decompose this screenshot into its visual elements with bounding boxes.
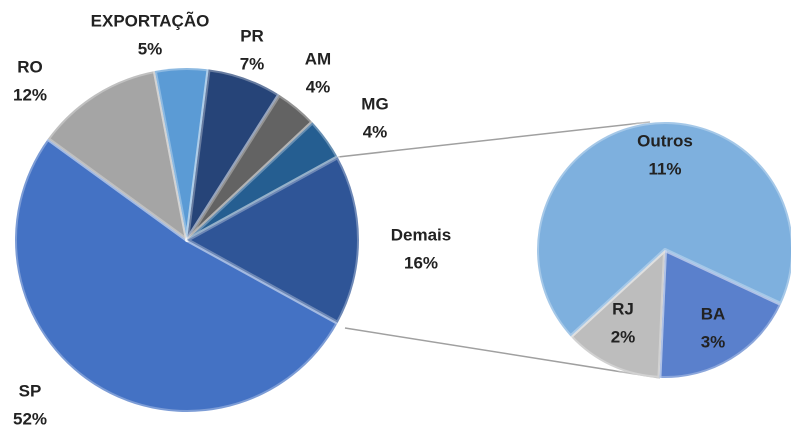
pie-slice: [13, 136, 340, 414]
connector-line: [344, 327, 661, 379]
slice-label: RJ: [612, 299, 634, 318]
pie-slice: [568, 248, 667, 380]
pie-slice: [185, 120, 340, 242]
slice-value-label: 3%: [701, 332, 726, 351]
pie-slice: [185, 155, 361, 325]
slice-label: BA: [701, 304, 726, 323]
slice-label: RO: [17, 57, 43, 76]
pie-slice: [45, 69, 189, 242]
slice-value-label: 52%: [13, 409, 47, 427]
slice-label: EXPORTAÇÃO: [91, 10, 210, 30]
pie-slice: [657, 248, 784, 380]
pie-slice: [185, 92, 315, 242]
slice-value-label: 5%: [138, 39, 163, 58]
slice-label: AM: [305, 49, 331, 68]
slice-value-label: 2%: [611, 327, 636, 346]
slice-label: Outros: [637, 131, 693, 150]
slice-value-label: 16%: [404, 253, 438, 272]
pie-slice: [152, 66, 211, 242]
slice-value-label: 11%: [648, 159, 681, 178]
slice-value-label: 7%: [240, 54, 265, 73]
slice-label: PR: [240, 26, 264, 45]
slice-label: MG: [361, 94, 388, 113]
slice-label: Demais: [391, 225, 451, 244]
slice-value-label: 12%: [13, 85, 47, 104]
slice-value-label: 4%: [363, 122, 388, 141]
pie-slice: [185, 67, 282, 242]
connector-line: [337, 121, 651, 158]
slice-value-label: 4%: [306, 77, 331, 96]
slice-label: SP: [19, 381, 42, 400]
